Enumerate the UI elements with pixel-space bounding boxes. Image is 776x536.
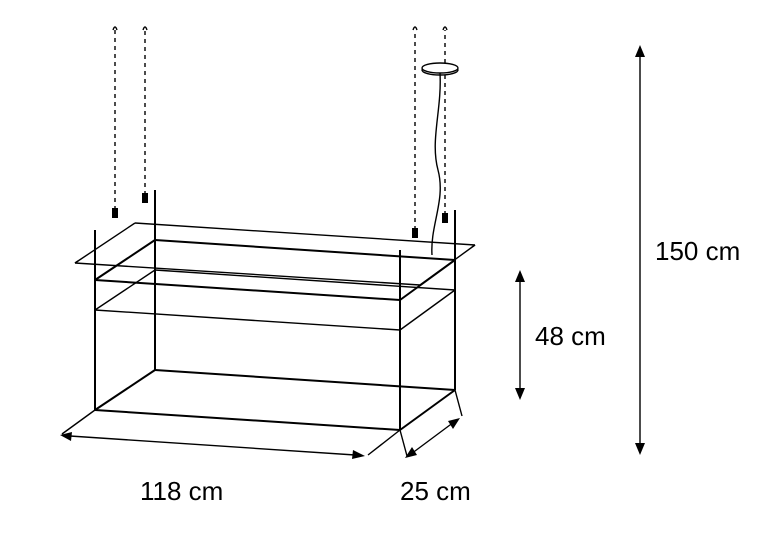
power-cord <box>432 73 440 255</box>
shelf-height-label: 48 cm <box>535 321 606 351</box>
depth-label: 25 cm <box>400 476 471 506</box>
shelf-structure <box>75 27 475 430</box>
dimension-depth: 25 cm <box>400 390 471 506</box>
width-label: 118 cm <box>140 476 223 506</box>
total-height-label: 150 cm <box>655 236 740 266</box>
dimension-diagram: 118 cm 25 cm 48 cm 150 cm <box>0 0 776 536</box>
dimension-total-height: 150 cm <box>635 45 740 455</box>
dimension-shelf-height: 48 cm <box>515 270 606 400</box>
dimension-width: 118 cm <box>60 410 400 506</box>
